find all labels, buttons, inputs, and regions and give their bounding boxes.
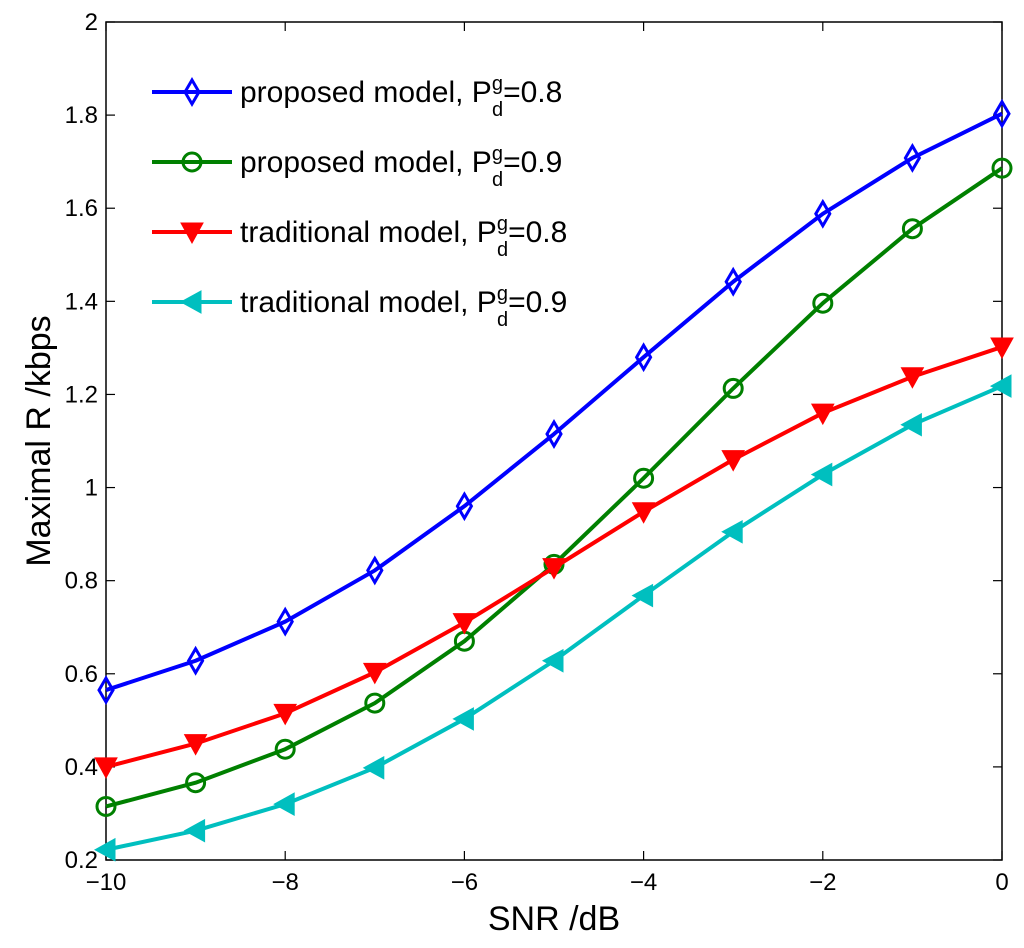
data-point <box>814 198 832 229</box>
series-4 <box>93 374 1012 862</box>
x-tick-label: −2 <box>809 869 836 896</box>
data-point <box>542 558 566 580</box>
data-point <box>364 692 386 714</box>
data-point <box>452 613 477 635</box>
y-tick-label: 1.8 <box>65 102 98 129</box>
x-tick-label: −6 <box>451 869 478 896</box>
plot-border <box>105 21 1003 861</box>
data-point <box>366 555 384 586</box>
data-point <box>631 502 656 524</box>
legend: proposed model, Pg d=0.8 proposed model, P… <box>152 73 567 331</box>
series-line <box>105 384 1003 852</box>
data-point <box>183 818 206 843</box>
data-point <box>900 367 925 389</box>
data-point <box>274 738 296 760</box>
x-axis-label: SNR /dB <box>488 900 620 938</box>
y-axis-label: Maximal R /kbps <box>20 315 58 566</box>
y-tick-label: 0.8 <box>65 568 98 595</box>
y-tick-label: 0.6 <box>65 661 98 688</box>
data-point <box>273 703 298 726</box>
data-point <box>721 519 743 544</box>
y-tick-label: 1.2 <box>65 381 98 408</box>
data-point <box>993 98 1011 129</box>
series-line <box>105 345 1003 769</box>
data-point <box>455 491 474 522</box>
data-point <box>545 419 563 449</box>
data-point <box>990 337 1014 359</box>
data-point <box>901 218 923 240</box>
data-point <box>183 734 208 756</box>
x-tick-label: −10 <box>86 869 127 896</box>
legend-marker <box>180 222 204 245</box>
legend-entry: traditional model, Pg d=0.8 <box>152 213 567 261</box>
data-point <box>273 792 295 816</box>
axis-ticks: −10 −8 −6 −4 −2 0 0.2 0.4 0.6 0.8 1 1.2 1.4 1.6 1.8 2 <box>65 9 1009 896</box>
data-point <box>362 662 387 685</box>
data-point <box>186 645 205 676</box>
y-tick-label: 0.4 <box>65 754 98 781</box>
series-2 <box>95 157 1013 817</box>
legend-entry: proposed model, Pg d=0.9 <box>152 143 562 191</box>
series-3 <box>94 337 1014 779</box>
series-line <box>105 111 1003 692</box>
y-tick-label: 2 <box>85 9 98 36</box>
data-point <box>810 403 835 426</box>
data-point <box>97 675 115 706</box>
plot-frame <box>105 21 1003 861</box>
data-point <box>724 266 742 297</box>
data-point <box>631 583 654 608</box>
legend-marker <box>179 290 202 314</box>
data-point <box>989 374 1012 398</box>
data-point <box>810 462 833 487</box>
data-point <box>900 412 922 437</box>
data-point <box>722 377 744 399</box>
data-point <box>721 450 746 472</box>
data-point <box>276 606 294 637</box>
y-tick-label: 1.6 <box>65 195 98 222</box>
legend-label: traditional model, Pg d=0.8 <box>240 213 567 261</box>
series-1 <box>97 98 1011 706</box>
data-point <box>541 648 564 673</box>
x-tick-label: −4 <box>630 869 657 896</box>
legend-entry: traditional model, Pg d=0.9 <box>152 283 567 331</box>
legend-entry: proposed model, Pg d=0.8 <box>152 73 562 121</box>
data-point <box>991 157 1013 179</box>
y-tick-label: 0.2 <box>65 847 98 874</box>
legend-label: proposed model, Pg d=0.8 <box>240 73 562 121</box>
data-point <box>634 342 653 373</box>
legend-marker <box>183 77 201 107</box>
x-tick-label: 0 <box>995 869 1008 896</box>
series-layer <box>93 98 1014 862</box>
legend-label: traditional model, Pg d=0.9 <box>240 283 567 331</box>
data-point <box>362 755 385 780</box>
series-line <box>105 166 1004 809</box>
data-point <box>95 795 117 817</box>
x-tick-label: −8 <box>272 869 299 896</box>
legend-label: proposed model, Pg d=0.9 <box>240 143 562 191</box>
y-tick-label: 1 <box>85 475 98 502</box>
data-point <box>185 772 207 794</box>
legend-marker <box>181 151 203 173</box>
data-point <box>633 467 655 489</box>
data-point <box>903 142 922 173</box>
y-tick-label: 1.4 <box>65 288 98 315</box>
data-point <box>94 757 118 779</box>
data-point <box>93 837 116 862</box>
data-point <box>452 707 474 731</box>
data-point <box>812 292 834 314</box>
